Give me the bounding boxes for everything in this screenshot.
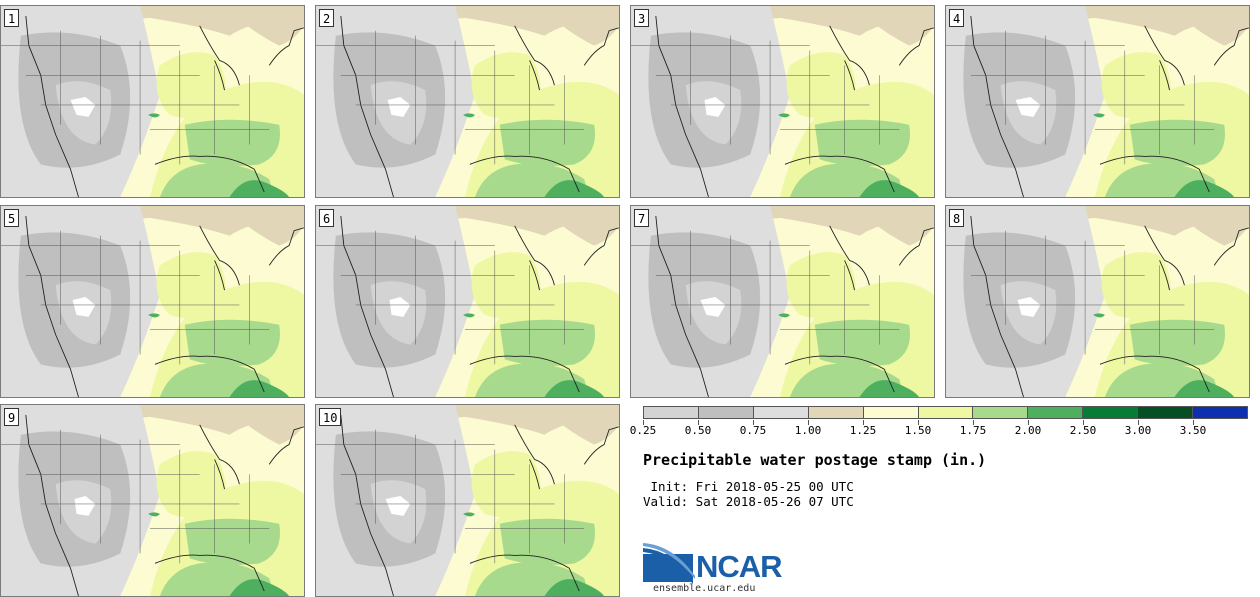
colorbar-swatch — [973, 407, 1029, 418]
ensemble-member-map: 5 — [0, 205, 305, 398]
ensemble-member-map: 4 — [945, 5, 1250, 198]
colorbar-tick-label: 1.25 — [849, 424, 877, 437]
colorbar-tick — [808, 420, 809, 425]
colorbar-swatch — [1028, 407, 1084, 418]
member-number: 8 — [949, 209, 965, 227]
colorbar-tick — [918, 420, 919, 425]
colorbar-swatch — [918, 407, 974, 418]
member-number: 1 — [4, 9, 20, 27]
colorbar-tick-label: 2.50 — [1069, 424, 1097, 437]
member-number: 10 — [319, 408, 342, 426]
colorbar-tick-label: 2.00 — [1014, 424, 1042, 437]
member-number: 5 — [4, 209, 20, 227]
colorbar-swatch — [808, 407, 864, 418]
colorbar-tick — [753, 420, 754, 425]
colorbar-tick-label: 0.50 — [684, 424, 712, 437]
init-time: Init: Fri 2018-05-25 00 UTC — [643, 479, 854, 494]
ensemble-member-map: 8 — [945, 205, 1250, 398]
chart-title: Precipitable water postage stamp (in.) — [643, 451, 987, 469]
colorbar-tick-label: 1.75 — [959, 424, 987, 437]
site-url[interactable]: ensemble.ucar.edu — [653, 583, 756, 594]
colorbar-swatch — [863, 407, 919, 418]
colorbar-tick — [643, 420, 644, 425]
ensemble-member-map: 1 — [0, 5, 305, 198]
colorbar-swatch — [1193, 407, 1247, 418]
valid-time: Valid: Sat 2018-05-26 07 UTC — [643, 494, 854, 509]
colorbar-tick — [698, 420, 699, 425]
colorbar-tick — [1028, 420, 1029, 425]
colorbar-tick — [973, 420, 974, 425]
ensemble-member-map: 7 — [630, 205, 935, 398]
ncar-logo-icon — [643, 543, 695, 584]
colorbar-swatch — [1083, 407, 1139, 418]
run-info: Init: Fri 2018-05-25 00 UTC Valid: Sat 20… — [643, 479, 854, 509]
colorbar-swatch — [698, 407, 754, 418]
colorbar-swatch — [753, 407, 809, 418]
ensemble-member-map: 9 — [0, 404, 305, 597]
member-number: 2 — [319, 9, 335, 27]
colorbar-tick-label: 1.50 — [904, 424, 932, 437]
colorbar-tick — [1138, 420, 1139, 425]
ensemble-member-map: 6 — [315, 205, 620, 398]
member-number: 6 — [319, 209, 335, 227]
colorbar-ticks — [643, 420, 1248, 430]
colorbar-tick-labels: 0.25 0.50 0.75 1.00 1.25 1.50 1.75 2.00 2.50 3.00… — [0, 424, 1260, 438]
colorbar-tick-label: 3.50 — [1179, 424, 1207, 437]
colorbar-tick-label: 3.00 — [1124, 424, 1152, 437]
member-number: 4 — [949, 9, 965, 27]
member-number: 3 — [634, 9, 650, 27]
colorbar-tick-label: 0.25 — [629, 424, 657, 437]
member-number: 9 — [4, 408, 20, 426]
ncar-logo-text: NCAR — [696, 549, 783, 584]
colorbar-tick-label: 0.75 — [739, 424, 767, 437]
colorbar-tick — [863, 420, 864, 425]
colorbar-tick — [1083, 420, 1084, 425]
ensemble-member-map: 2 — [315, 5, 620, 198]
colorbar — [643, 406, 1248, 419]
ensemble-member-map: 3 — [630, 5, 935, 198]
ensemble-member-map: 10 — [315, 404, 620, 597]
colorbar-swatch — [1138, 407, 1194, 418]
colorbar-tick-label: 1.00 — [794, 424, 822, 437]
colorbar-tick — [1193, 420, 1194, 425]
colorbar-swatch — [644, 407, 699, 418]
member-number: 7 — [634, 209, 650, 227]
